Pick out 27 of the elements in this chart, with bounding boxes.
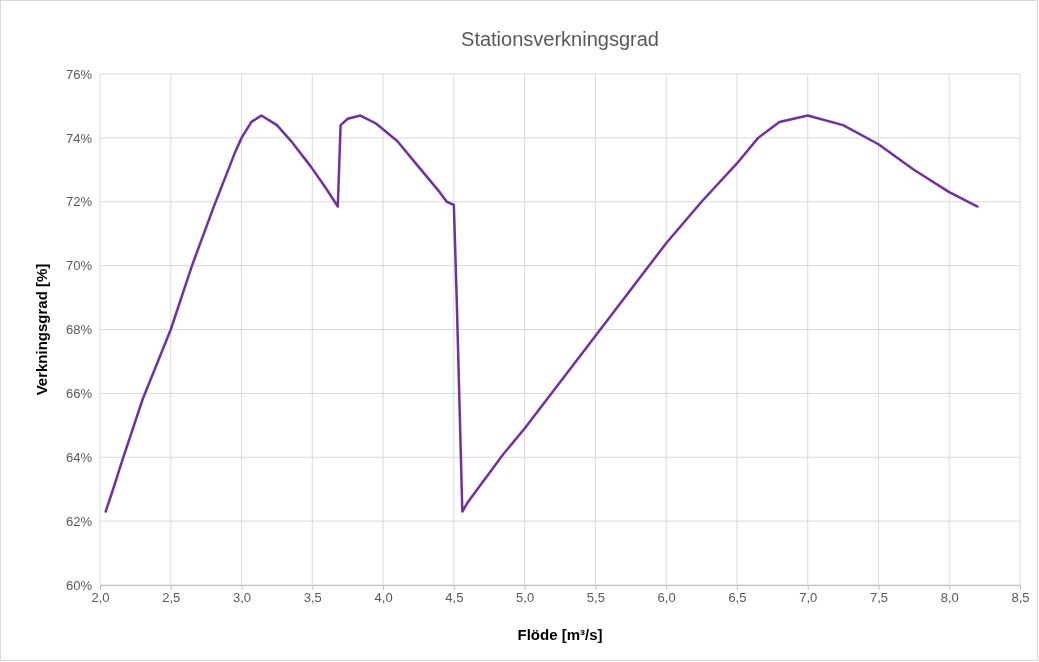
x-tick-label: 3,0: [233, 590, 252, 606]
x-tick-label: 7,5: [869, 590, 888, 606]
y-tick-label: 60%: [65, 577, 93, 593]
x-tick-label: 6,0: [657, 590, 676, 606]
x-tick-label: 4,0: [374, 590, 393, 606]
x-tick-label: 2,0: [91, 590, 110, 606]
x-axis-title: Flöde [m³/s]: [517, 626, 603, 643]
chart-title: Stationsverkningsgrad: [461, 28, 659, 50]
y-tick-label: 64%: [65, 449, 93, 465]
y-tick-label: 70%: [65, 258, 93, 274]
y-tick-label: 72%: [65, 194, 93, 210]
x-tick-label: 6,5: [728, 590, 747, 606]
y-axis-title: Verkningsgrad [%]: [33, 263, 50, 396]
y-tick-label: 66%: [65, 386, 93, 402]
line-series: [104, 114, 979, 513]
x-tick-label: 2,5: [162, 590, 181, 606]
x-tick-label: 4,5: [445, 590, 464, 606]
x-tick-label: 5,5: [586, 590, 605, 606]
y-tick-label: 76%: [65, 66, 93, 82]
y-tick-label: 74%: [65, 130, 93, 146]
x-tick-label: 8,0: [940, 590, 959, 606]
x-tick-label: 3,5: [303, 590, 322, 606]
y-tick-label: 62%: [65, 513, 93, 529]
x-tick-label: 8,5: [1011, 590, 1030, 606]
x-tick-label: 5,0: [516, 590, 535, 606]
y-tick-label: 68%: [65, 322, 93, 338]
x-tick-label: 7,0: [799, 590, 818, 606]
